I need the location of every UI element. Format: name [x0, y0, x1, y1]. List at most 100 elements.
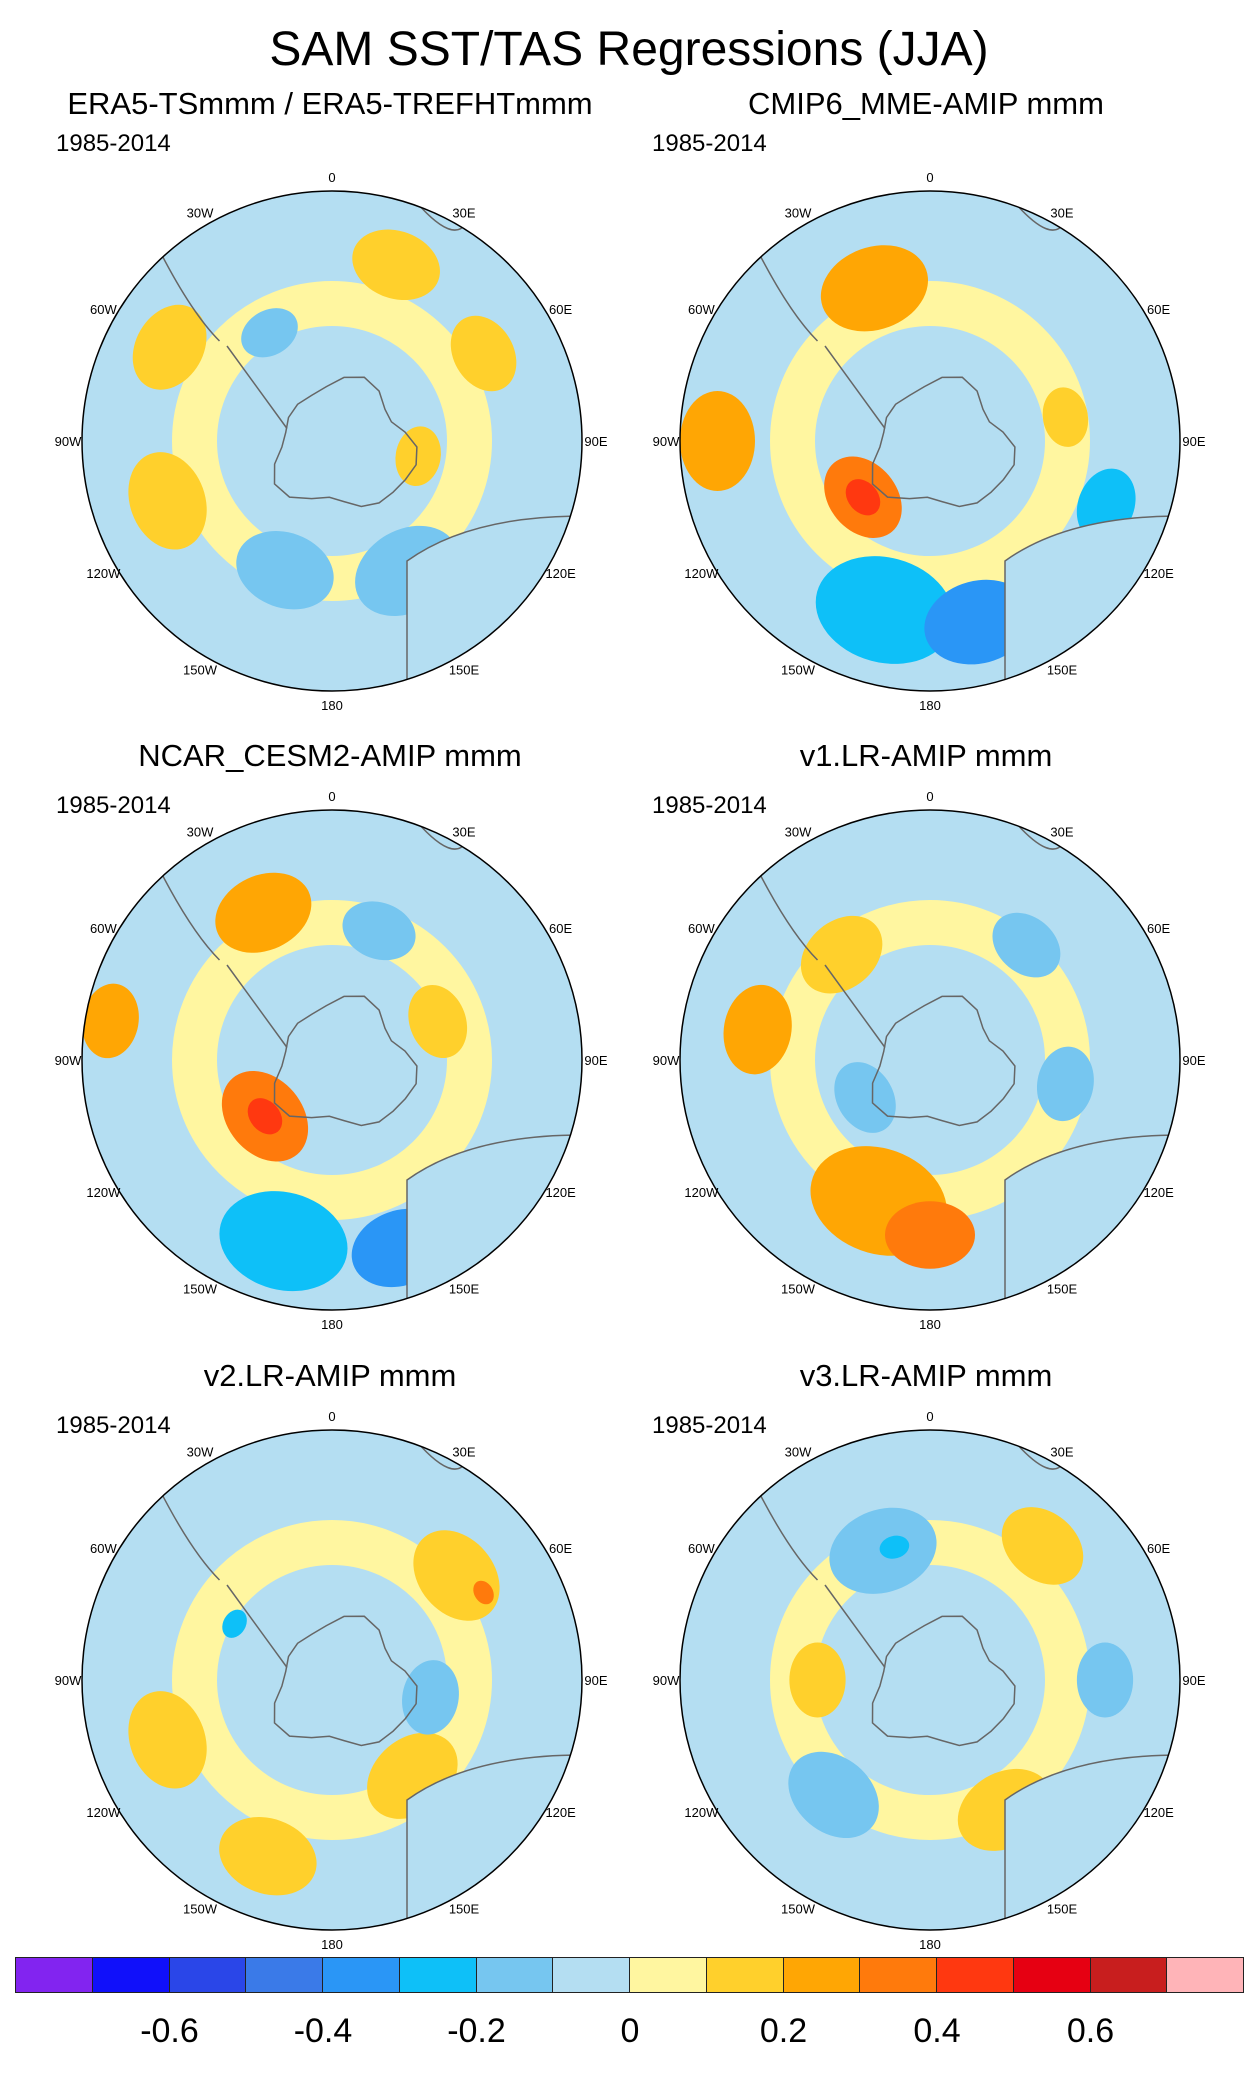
longitude-label: 150W — [781, 663, 816, 678]
longitude-label: 30W — [785, 824, 812, 839]
map-field — [680, 1430, 1180, 1930]
antarctica-coastline — [871, 1615, 1016, 1747]
longitude-label: 150E — [1047, 663, 1078, 678]
field-ring — [172, 1520, 492, 1840]
colorbar-tick-label: -0.4 — [293, 2012, 353, 2050]
longitude-label: 60W — [90, 302, 117, 317]
colorbar-tick-label: -0.2 — [447, 2012, 506, 2050]
field-anomaly — [215, 872, 312, 953]
antarctica-coastline — [273, 1615, 418, 1747]
longitude-label: 60W — [90, 1541, 117, 1556]
longitude-label: 120W — [684, 1805, 719, 1820]
longitude-label: 30E — [1050, 824, 1073, 839]
map-border — [679, 1429, 1181, 1931]
longitude-label: 120W — [86, 1805, 121, 1820]
colorbar-swatch — [1012, 1957, 1091, 1993]
longitude-label: 90W — [653, 1053, 680, 1068]
longitude-label: 0 — [926, 789, 933, 804]
longitude-label: 60W — [688, 1541, 715, 1556]
longitude-label: 30W — [187, 1444, 214, 1459]
field-anomaly — [222, 1609, 247, 1638]
field-anomaly — [352, 229, 440, 301]
panel-title: v1.LR-AMIP mmm — [799, 738, 1053, 773]
longitude-label: 0 — [926, 1409, 933, 1424]
longitude-label: 0 — [328, 170, 335, 185]
field-anomaly — [219, 1191, 348, 1292]
field-anomaly — [1036, 1046, 1094, 1122]
map-panel-6: v3.LR-AMIP mmm 1985-2014 — [626, 1358, 1226, 1978]
colorbar-swatch — [398, 1957, 477, 1993]
longitude-label: 120E — [1143, 1805, 1174, 1820]
longitude-label: 60W — [688, 921, 715, 936]
longitude-label: 150E — [449, 663, 480, 678]
longitude-label: 120E — [545, 1185, 576, 1200]
longitude-label: 180 — [321, 698, 343, 713]
map-border — [81, 809, 583, 1311]
longitude-label: 30W — [187, 205, 214, 220]
colorbar-swatch — [322, 1957, 400, 1993]
map-field — [82, 191, 582, 691]
map-border — [81, 190, 583, 692]
colorbar-swatch — [936, 1957, 1014, 1993]
longitude-label: 120W — [684, 566, 719, 581]
longitude-label: 150E — [1047, 1902, 1078, 1917]
longitude-label: 180 — [919, 698, 941, 713]
longitude-label: 120E — [1143, 566, 1174, 581]
colorbar-swatch — [552, 1957, 630, 1993]
field-anomaly — [241, 308, 298, 358]
colorbar-swatch — [475, 1957, 554, 1993]
longitude-label: 30W — [785, 1444, 812, 1459]
field-anomaly — [992, 912, 1061, 978]
field-anomaly — [128, 1691, 207, 1789]
colorbar-swatch — [245, 1957, 323, 1993]
longitude-label: 0 — [328, 1409, 335, 1424]
longitude-label: 150W — [781, 1902, 816, 1917]
map-field — [82, 1430, 582, 1930]
field-anomaly — [342, 901, 416, 961]
longitude-label: 150W — [183, 663, 218, 678]
field-anomaly — [845, 479, 881, 516]
longitude-label: 60E — [549, 921, 572, 936]
longitude-label: 150E — [1047, 1282, 1078, 1297]
colorbar-tick-label: 0.6 — [1066, 2012, 1115, 2050]
period-label: 1985-2014 — [652, 792, 767, 819]
longitude-label: 180 — [919, 1937, 941, 1952]
longitude-label: 120E — [545, 566, 576, 581]
field-anomaly — [789, 1642, 846, 1718]
longitude-label: 90W — [653, 434, 680, 449]
period-label: 1985-2014 — [56, 130, 171, 157]
field-anomaly — [247, 1098, 283, 1135]
longitude-label: 60E — [549, 1541, 572, 1556]
field-anomaly — [879, 1535, 910, 1559]
longitude-label: 90W — [653, 1673, 680, 1688]
longitude-label: 120W — [86, 1185, 121, 1200]
longitude-label: 30E — [1050, 205, 1073, 220]
longitude-label: 90W — [55, 1053, 82, 1068]
period-label: 1985-2014 — [56, 792, 171, 819]
longitude-label: 150W — [781, 1282, 816, 1297]
colorbar-tick-label: 0.2 — [759, 2012, 808, 2050]
antarctic-peninsula — [226, 1584, 288, 1668]
map-border — [679, 190, 1181, 692]
longitude-label: 30W — [785, 205, 812, 220]
colorbar-swatch — [629, 1957, 707, 1993]
longitude-label: 90W — [55, 1673, 82, 1688]
antarctica-coastline — [273, 995, 418, 1127]
field-anomaly — [236, 531, 334, 610]
longitude-label: 30E — [1050, 1444, 1073, 1459]
colorbar-swatch — [15, 1957, 93, 1993]
field-anomaly — [788, 1751, 879, 1839]
map-panel-3: NCAR_CESM2-AMIP mmm 1985-2014 — [30, 738, 630, 1358]
field-anomaly — [1076, 1642, 1134, 1718]
antarctica-coastline — [871, 376, 1016, 508]
field-anomaly — [132, 304, 207, 390]
longitude-label: 60W — [90, 921, 117, 936]
field-ring — [172, 900, 492, 1220]
antarctica-coastline — [273, 376, 418, 508]
map-border — [679, 809, 1181, 1311]
map-field — [82, 810, 582, 1310]
map-border — [81, 1429, 583, 1931]
panel-title: ERA5-TSmmm / ERA5-TREFHTmmm — [67, 86, 593, 121]
period-label: 1985-2014 — [652, 130, 767, 157]
field-anomaly — [1001, 1507, 1084, 1585]
